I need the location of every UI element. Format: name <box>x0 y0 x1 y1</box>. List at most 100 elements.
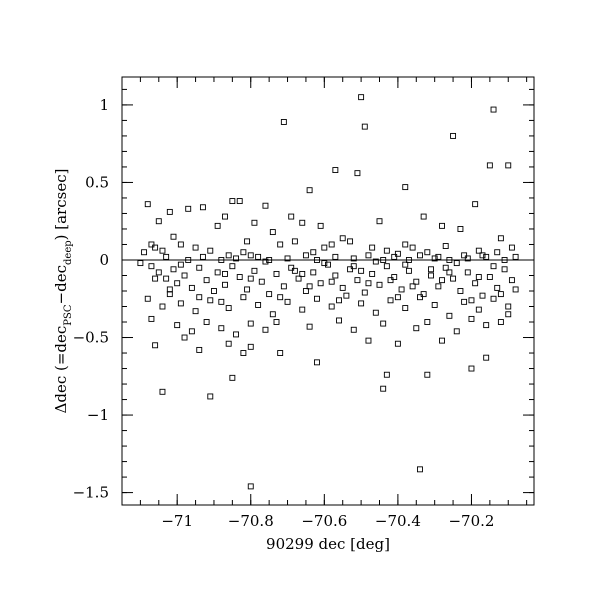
data-point <box>244 238 251 245</box>
x-tick-label: −71 <box>161 512 193 530</box>
data-point <box>358 94 365 101</box>
data-point <box>361 289 368 296</box>
data-point <box>394 250 401 257</box>
data-point <box>490 295 497 302</box>
data-point <box>328 278 335 285</box>
data-point <box>148 263 155 270</box>
data-point <box>222 270 228 277</box>
data-point <box>236 198 243 205</box>
data-point <box>203 277 210 284</box>
data-point <box>339 284 346 291</box>
data-point <box>402 241 409 248</box>
data-point <box>424 249 431 256</box>
data-point <box>155 269 162 276</box>
data-point <box>358 300 365 307</box>
data-point <box>453 260 460 267</box>
data-point <box>269 229 276 236</box>
axis-ticks <box>121 77 534 505</box>
data-point <box>225 340 232 347</box>
data-point <box>398 286 405 293</box>
data-point <box>479 252 486 259</box>
data-point <box>405 257 412 263</box>
data-point <box>196 346 203 353</box>
data-point <box>505 303 512 310</box>
data-point <box>148 315 155 322</box>
data-point <box>255 253 262 260</box>
data-point <box>211 288 217 294</box>
data-point <box>295 275 302 282</box>
data-point <box>475 306 482 313</box>
data-point <box>336 297 342 304</box>
y-tick-label: −1.5 <box>73 484 109 502</box>
data-point <box>240 249 247 256</box>
data-point <box>387 277 394 284</box>
data-point <box>262 258 269 265</box>
data-point <box>413 325 420 332</box>
data-point <box>483 354 490 361</box>
data-point <box>218 298 225 305</box>
data-point <box>446 257 453 263</box>
data-point <box>251 267 258 274</box>
data-points <box>137 94 519 490</box>
data-point <box>148 241 155 248</box>
data-point <box>439 277 445 284</box>
data-point <box>188 284 195 291</box>
data-point <box>442 264 449 271</box>
data-point <box>166 208 173 215</box>
data-point <box>266 257 273 263</box>
data-point <box>457 288 464 294</box>
data-point <box>262 202 269 209</box>
data-point <box>225 252 232 259</box>
data-point <box>424 371 431 378</box>
data-point <box>358 267 365 274</box>
data-point <box>372 309 379 316</box>
data-point <box>431 255 438 262</box>
data-point <box>225 305 232 312</box>
x-tick-label: −70.8 <box>228 512 274 530</box>
data-point <box>376 281 383 288</box>
data-point <box>152 342 159 349</box>
data-point <box>284 298 291 305</box>
data-point <box>277 350 284 356</box>
data-point <box>490 263 497 270</box>
data-point <box>317 222 324 229</box>
y-axis-title-sub1: PSC <box>63 304 74 326</box>
data-point <box>152 244 159 251</box>
data-point <box>196 294 203 301</box>
data-point <box>185 205 192 212</box>
data-point <box>387 297 394 304</box>
data-point <box>247 343 254 350</box>
data-point <box>280 283 287 290</box>
x-tick-label: −70.2 <box>448 512 494 530</box>
data-point <box>512 286 519 293</box>
data-point <box>339 235 346 242</box>
data-point <box>446 312 453 319</box>
data-point <box>196 264 203 271</box>
data-point <box>332 272 339 279</box>
data-point <box>350 255 357 262</box>
data-point <box>203 319 210 325</box>
data-point <box>490 106 497 113</box>
data-point <box>192 308 199 315</box>
y-axis-title-suffix: ) [arcsec] <box>52 169 70 241</box>
data-point <box>361 123 368 130</box>
data-point <box>347 238 354 245</box>
data-point <box>508 277 515 284</box>
data-point <box>258 278 265 285</box>
data-point <box>233 331 239 338</box>
data-point <box>512 253 519 260</box>
data-point <box>262 326 269 333</box>
data-point <box>446 269 453 276</box>
data-point <box>299 306 306 313</box>
data-point <box>277 241 284 248</box>
data-point <box>240 294 247 301</box>
y-axis-title-minus: −dec <box>52 265 70 304</box>
y-axis-title-sub2: deep <box>63 240 74 265</box>
data-point <box>214 269 221 276</box>
data-point <box>284 255 291 262</box>
data-point <box>431 302 438 308</box>
data-point <box>332 253 339 260</box>
data-point <box>207 247 214 254</box>
data-point <box>450 132 457 139</box>
data-point <box>291 238 298 245</box>
